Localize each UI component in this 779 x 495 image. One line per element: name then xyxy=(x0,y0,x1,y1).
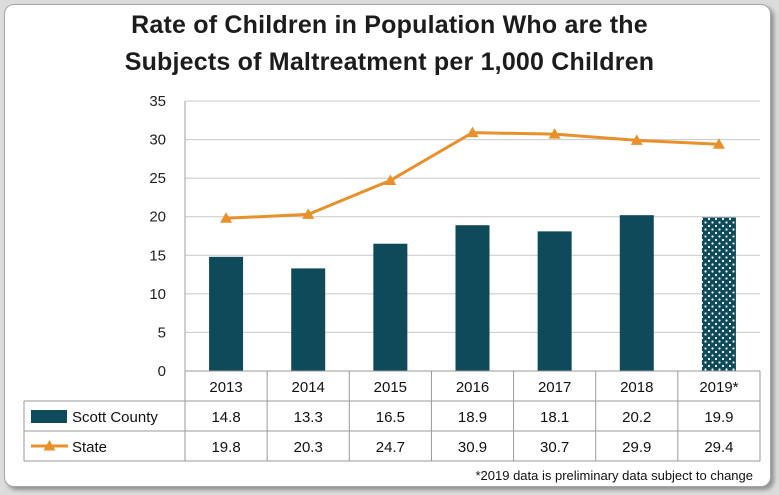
table-cell-state: 30.7 xyxy=(540,439,569,456)
y-tick-label: 10 xyxy=(149,286,166,303)
table-cell-scott-county: 18.1 xyxy=(540,409,569,426)
table-cell-scott-county: 19.9 xyxy=(704,409,733,426)
y-tick-label: 30 xyxy=(149,132,166,149)
y-tick-label: 15 xyxy=(149,247,166,264)
state-marker xyxy=(384,174,397,185)
bar xyxy=(537,231,572,371)
x-category-label: 2015 xyxy=(374,379,407,396)
x-category-label: 2014 xyxy=(292,379,325,396)
state-marker xyxy=(548,128,561,139)
table-cell-state: 24.7 xyxy=(376,439,405,456)
state-marker xyxy=(302,208,315,219)
state-marker xyxy=(466,126,479,138)
bar xyxy=(619,215,654,371)
y-tick-label: 25 xyxy=(149,170,166,187)
legend-label-state: State xyxy=(72,439,107,456)
y-tick-label: 20 xyxy=(149,209,166,226)
y-tick-label: 0 xyxy=(158,363,166,380)
table-cell-state: 30.9 xyxy=(458,439,487,456)
x-category-label: 2018 xyxy=(620,379,653,396)
bar xyxy=(701,217,736,371)
y-tick-label: 5 xyxy=(158,324,166,341)
state-marker xyxy=(220,212,233,223)
table-cell-scott-county: 13.3 xyxy=(294,409,323,426)
state-marker xyxy=(712,138,725,149)
table-cell-state: 29.4 xyxy=(704,439,733,456)
table-cell-state: 29.9 xyxy=(622,439,651,456)
bar xyxy=(209,256,244,371)
legend-swatch-scott-county xyxy=(31,410,67,423)
table-cell-state: 19.8 xyxy=(211,439,240,456)
state-line xyxy=(226,131,719,220)
table-cell-scott-county: 20.2 xyxy=(622,409,651,426)
bar xyxy=(291,268,326,371)
y-tick-label: 35 xyxy=(149,93,166,110)
x-category-label: 2016 xyxy=(456,379,489,396)
table-cell-scott-county: 14.8 xyxy=(211,409,240,426)
table-cell-state: 20.3 xyxy=(294,439,323,456)
footnote: *2019 data is preliminary data subject t… xyxy=(475,468,753,483)
chart-title-line-2: Subjects of Maltreatment per 1,000 Child… xyxy=(124,48,655,76)
legend-swatch-state-marker xyxy=(43,440,56,451)
x-category-label: 2017 xyxy=(538,379,571,396)
legend-label-scott-county: Scott County xyxy=(72,409,158,426)
bar xyxy=(455,225,490,371)
state-marker xyxy=(630,134,643,145)
bar xyxy=(373,243,408,371)
table-cell-scott-county: 16.5 xyxy=(376,409,405,426)
x-category-label: 2019* xyxy=(699,379,738,396)
table-cell-scott-county: 18.9 xyxy=(458,409,487,426)
chart-title-line-1: Rate of Children in Population Who are t… xyxy=(131,11,648,39)
x-category-label: 2013 xyxy=(209,379,242,396)
